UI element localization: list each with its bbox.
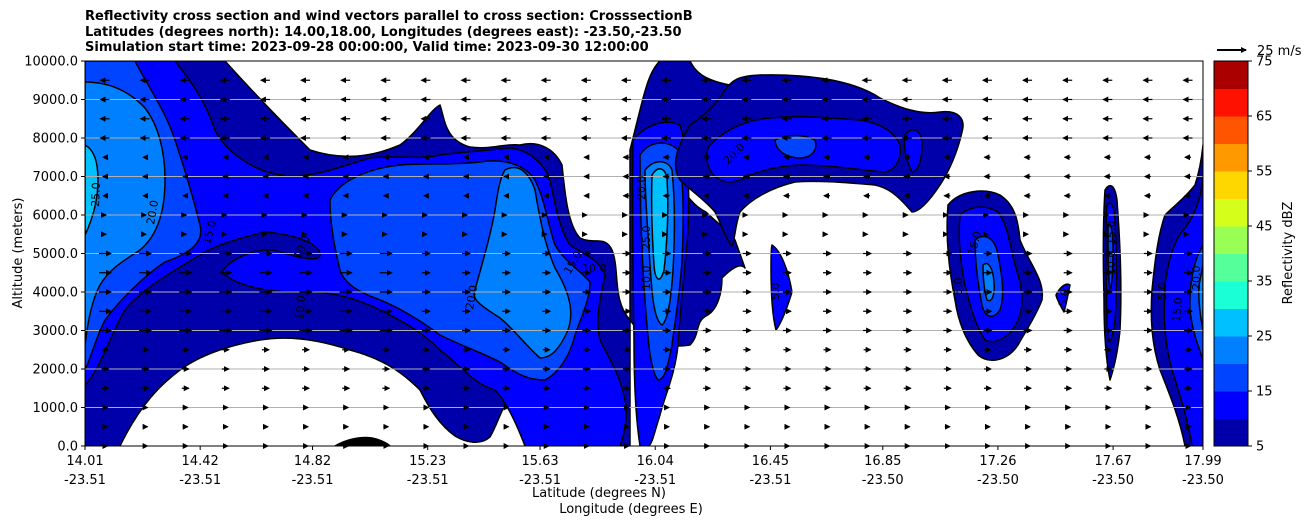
contour-label: 20.0: [144, 199, 161, 225]
x-tick-label-lat: 14.42: [182, 454, 219, 469]
x-tick-label-lon: -23.50: [977, 473, 1019, 488]
contour-label: 20.0: [635, 176, 648, 201]
x-tick-label-lat: 17.67: [1095, 454, 1132, 469]
contour-label: 5.0: [952, 278, 965, 296]
colorbar: 5 15 25 35 45 55 65 75: [1213, 55, 1273, 455]
contour-label: 10.0: [640, 266, 653, 291]
title-line-3: Simulation start time: 2023-09-28 00:00:…: [85, 40, 649, 55]
colorbar-tick-label: 5: [1256, 440, 1264, 455]
y-tick-label: 5000.0: [33, 247, 79, 262]
contour-west-25: [85, 144, 99, 236]
colorbar-tick-label: 55: [1256, 165, 1273, 180]
colorbar-segment: [1214, 418, 1248, 447]
x-tick-label-lat: 16.04: [637, 454, 674, 469]
x-axis: 14.01 -23.51 14.42 -23.51 14.82 -23.51 15.23 -2…: [64, 446, 1224, 488]
contour-e2-5: [1055, 283, 1071, 313]
contour-label: 5.0: [769, 283, 782, 301]
contour-core-25: [650, 168, 669, 280]
x-tick-label-lon: -23.51: [179, 473, 221, 488]
x-tick-label-lat: 17.26: [979, 454, 1016, 469]
colorbar-tick-label: 75: [1256, 55, 1273, 70]
contour-label: 10.0: [1105, 251, 1118, 276]
colorbar-tick-label: 15: [1256, 385, 1273, 400]
colorbar-segment: [1214, 143, 1248, 172]
contour-west-15: [85, 61, 591, 381]
x-tick-label-lat: 14.01: [66, 454, 103, 469]
wind-vectors: [99, 77, 1193, 449]
x-tick-label-lon: -23.50: [1092, 473, 1134, 488]
colorbar-segment: [1214, 198, 1248, 227]
contour-label: 10.0: [293, 295, 308, 321]
contour-label: 15.0: [1105, 221, 1118, 246]
colorbar-frame: [1213, 60, 1249, 447]
contour-label: 15.0: [965, 230, 984, 257]
colorbar-segment: [1214, 253, 1248, 282]
y-tick-label: 2000.0: [33, 363, 79, 378]
quiver-key-label: 25 m/s: [1257, 44, 1302, 59]
x-tick-label-lat: 17.99: [1184, 454, 1221, 469]
y-axis: 0.0 1000.0 2000.0 3000.0 4000.0 5000.0 6000.0 7…: [24, 55, 85, 455]
x-tick-label-lon: -23.51: [407, 473, 449, 488]
x-tick-label-lat: 16.85: [864, 454, 901, 469]
colorbar-segment: [1214, 61, 1248, 89]
title-line-1: Reflectivity cross section and wind vect…: [85, 9, 693, 24]
contour-label: 10.0: [582, 262, 607, 275]
colorbar-segment: [1214, 363, 1248, 392]
colorbar-segment: [1214, 226, 1248, 254]
colorbar-segment: [1214, 391, 1248, 419]
y-tick-label: 6000.0: [33, 209, 79, 224]
x-tick-label-lat: 15.23: [409, 454, 446, 469]
contour-label: 25.0: [640, 226, 653, 251]
title-line-2: Latitudes (degrees north): 14.00,18.00, …: [85, 24, 682, 40]
colorbar-label: Reflectivity dBZ: [1281, 202, 1296, 305]
y-tick-label: 8000.0: [33, 132, 79, 147]
x-axis-label-lon: Longitude (degrees E): [559, 502, 703, 517]
y-axis-label: Altitude (meters): [11, 198, 26, 309]
y-tick-label: 3000.0: [33, 324, 79, 339]
contour-anvil-15: [774, 134, 817, 159]
colorbar-segment: [1214, 171, 1248, 199]
contour-label: 5.0: [1056, 288, 1072, 307]
colorbar-tick-label: 35: [1256, 275, 1273, 290]
colorbar-segment: [1214, 116, 1248, 144]
x-tick-label-lat: 15.63: [521, 454, 558, 469]
x-tick-label-lat: 16.45: [752, 454, 789, 469]
x-axis-label-lat: Latitude (degrees N): [532, 486, 666, 501]
colorbar-tick-label: 65: [1256, 110, 1273, 125]
x-tick-label-lat: 14.82: [294, 454, 331, 469]
colorbar-tick-label: 45: [1256, 220, 1273, 235]
x-tick-label-lon: -23.51: [292, 473, 334, 488]
contour-label: 15.0: [200, 219, 219, 246]
colorbar-segment: [1214, 281, 1248, 309]
contour-surface-blob: [334, 436, 391, 446]
y-tick-label: 7000.0: [33, 170, 79, 185]
contour-label: 15.0: [1170, 297, 1185, 323]
colorbar-segment: [1214, 308, 1248, 337]
y-tick-label: 1000.0: [33, 401, 79, 416]
x-tick-label-lon: -23.51: [749, 473, 791, 488]
y-tick-label: 0.0: [57, 440, 78, 455]
y-tick-label: 4000.0: [33, 286, 79, 301]
colorbar-segment: [1214, 336, 1248, 364]
contour-label: 20.0: [463, 284, 480, 310]
colorbar-segment: [1214, 88, 1248, 117]
x-tick-label-lon: -23.50: [1182, 473, 1224, 488]
y-tick-label: 9000.0: [33, 93, 79, 108]
y-tick-label: 10000.0: [24, 55, 78, 70]
x-tick-label-lon: -23.51: [519, 473, 561, 488]
contour-label: 5.0: [1156, 283, 1169, 301]
chart-title: Reflectivity cross section and wind vect…: [85, 9, 693, 56]
contour-label: 20.0: [1190, 266, 1203, 291]
contour-label: 25.0: [89, 182, 103, 207]
x-tick-label-lon: -23.51: [634, 473, 676, 488]
x-tick-label-lon: -23.50: [862, 473, 904, 488]
colorbar-tick-label: 25: [1256, 330, 1273, 345]
x-tick-label-lon: -23.51: [64, 473, 106, 488]
